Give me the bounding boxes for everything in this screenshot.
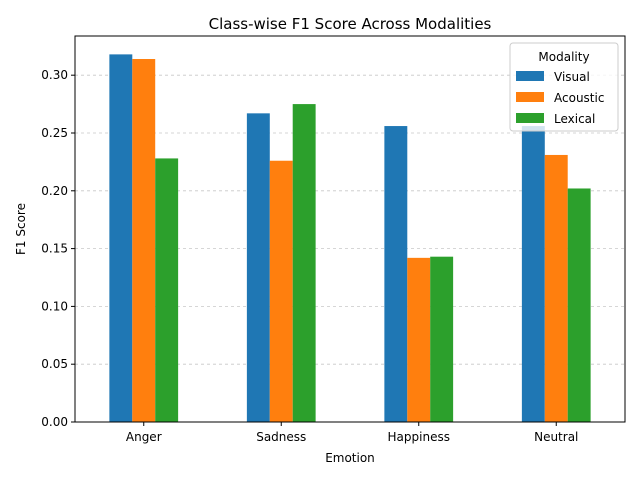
- x-ticks: Anger Sadness Happiness Neutral: [126, 422, 578, 444]
- x-axis-label: Emotion: [325, 451, 375, 465]
- bar-visual-anger: [109, 54, 133, 422]
- bar-visual-happiness: [384, 126, 408, 422]
- chart-title: Class-wise F1 Score Across Modalities: [209, 15, 492, 33]
- bar-lexical-sadness: [292, 104, 316, 422]
- y-tick-label: 0.30: [41, 68, 68, 82]
- bar-visual-sadness: [246, 113, 270, 423]
- y-tick-label: 0.00: [41, 415, 68, 429]
- bar-visual-neutral: [521, 126, 545, 422]
- bar-lexical-anger: [155, 158, 179, 422]
- bar-lexical-happiness: [430, 256, 454, 422]
- y-tick-label: 0.15: [41, 242, 68, 256]
- bar-acoustic-neutral: [544, 154, 568, 422]
- plot-frame: [74, 35, 626, 423]
- legend-label-acoustic: Acoustic: [554, 91, 604, 105]
- y-axis-label: F1 Score: [14, 203, 28, 255]
- y-tick-label: 0.25: [41, 126, 68, 140]
- x-tick-label: Neutral: [534, 430, 578, 444]
- legend-swatch-lexical: [516, 113, 544, 123]
- legend-title: Modality: [538, 50, 589, 64]
- x-tick-label: Happiness: [388, 430, 450, 444]
- legend-label-visual: Visual: [554, 70, 590, 84]
- bar-acoustic-anger: [132, 59, 156, 422]
- y-tick-label: 0.20: [41, 184, 68, 198]
- legend-swatch-acoustic: [516, 92, 544, 102]
- bar-acoustic-sadness: [269, 160, 293, 422]
- y-tick-label: 0.10: [41, 299, 68, 313]
- legend-swatch-visual: [516, 71, 544, 81]
- legend: Modality Visual Acoustic Lexical: [509, 42, 619, 132]
- legend-label-lexical: Lexical: [554, 112, 595, 126]
- x-tick-label: Anger: [126, 430, 162, 444]
- bar-acoustic-happiness: [407, 257, 431, 422]
- y-tick-label: 0.05: [41, 357, 68, 371]
- bar-lexical-neutral: [567, 188, 591, 422]
- x-tick-label: Sadness: [256, 430, 306, 444]
- legend-box: [509, 42, 619, 132]
- bars: [109, 54, 591, 423]
- y-ticks: 0.00 0.05 0.10 0.15 0.20 0.25 0.30: [41, 68, 75, 429]
